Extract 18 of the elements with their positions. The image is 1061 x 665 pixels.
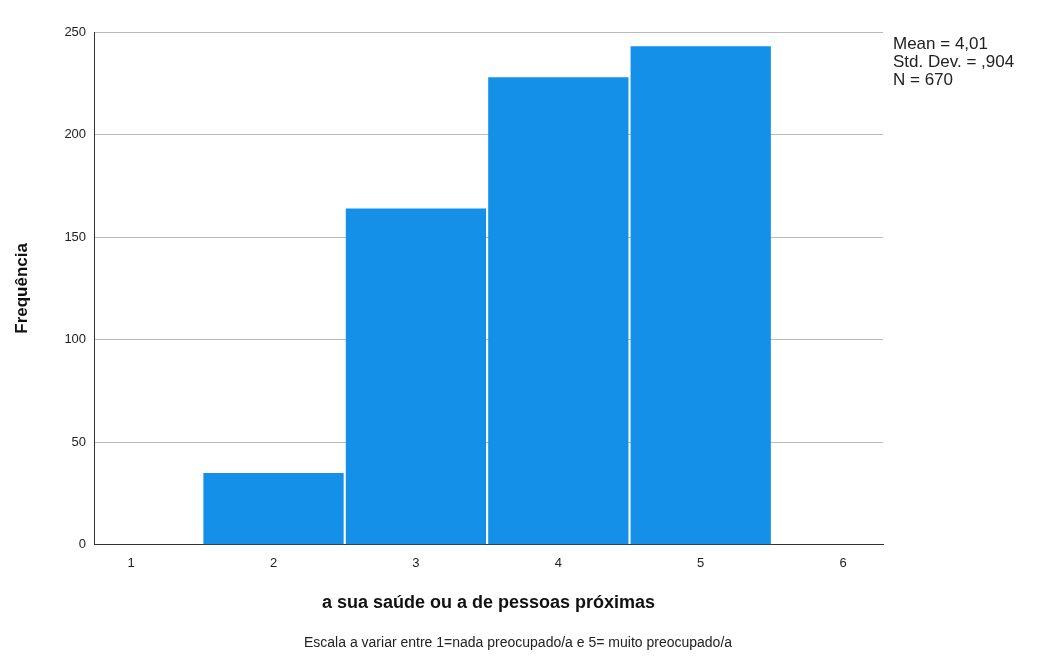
x-axis-title: a sua saúde ou a de pessoas próximas [321,592,656,613]
text: Mean = 4,01 [893,34,988,54]
y-tick-label: 150 [64,228,87,244]
text: N = 670 [893,70,954,90]
y-tick-label: 250 [64,23,87,39]
y-tick-label: 200 [64,126,87,142]
text: Std. Dev. = ,904 [893,52,1015,72]
text: Escala a variar entre 1=nada preocupado/a e 5= muito preocupado/a [304,633,733,650]
x-tick-label: 3 [412,555,420,571]
y-axis-title: Frequência [11,242,31,334]
y-tick-label: 50 [71,433,87,449]
x-tick-label: 1 [127,555,135,571]
x-tick-label: 2 [269,555,278,571]
y-tick-label: 100 [64,331,87,347]
x-tick-label: 4 [554,555,562,571]
y-tick-label: 0 [78,536,87,552]
x-tick-label: 6 [839,555,847,571]
x-tick-label: 5 [697,555,705,571]
